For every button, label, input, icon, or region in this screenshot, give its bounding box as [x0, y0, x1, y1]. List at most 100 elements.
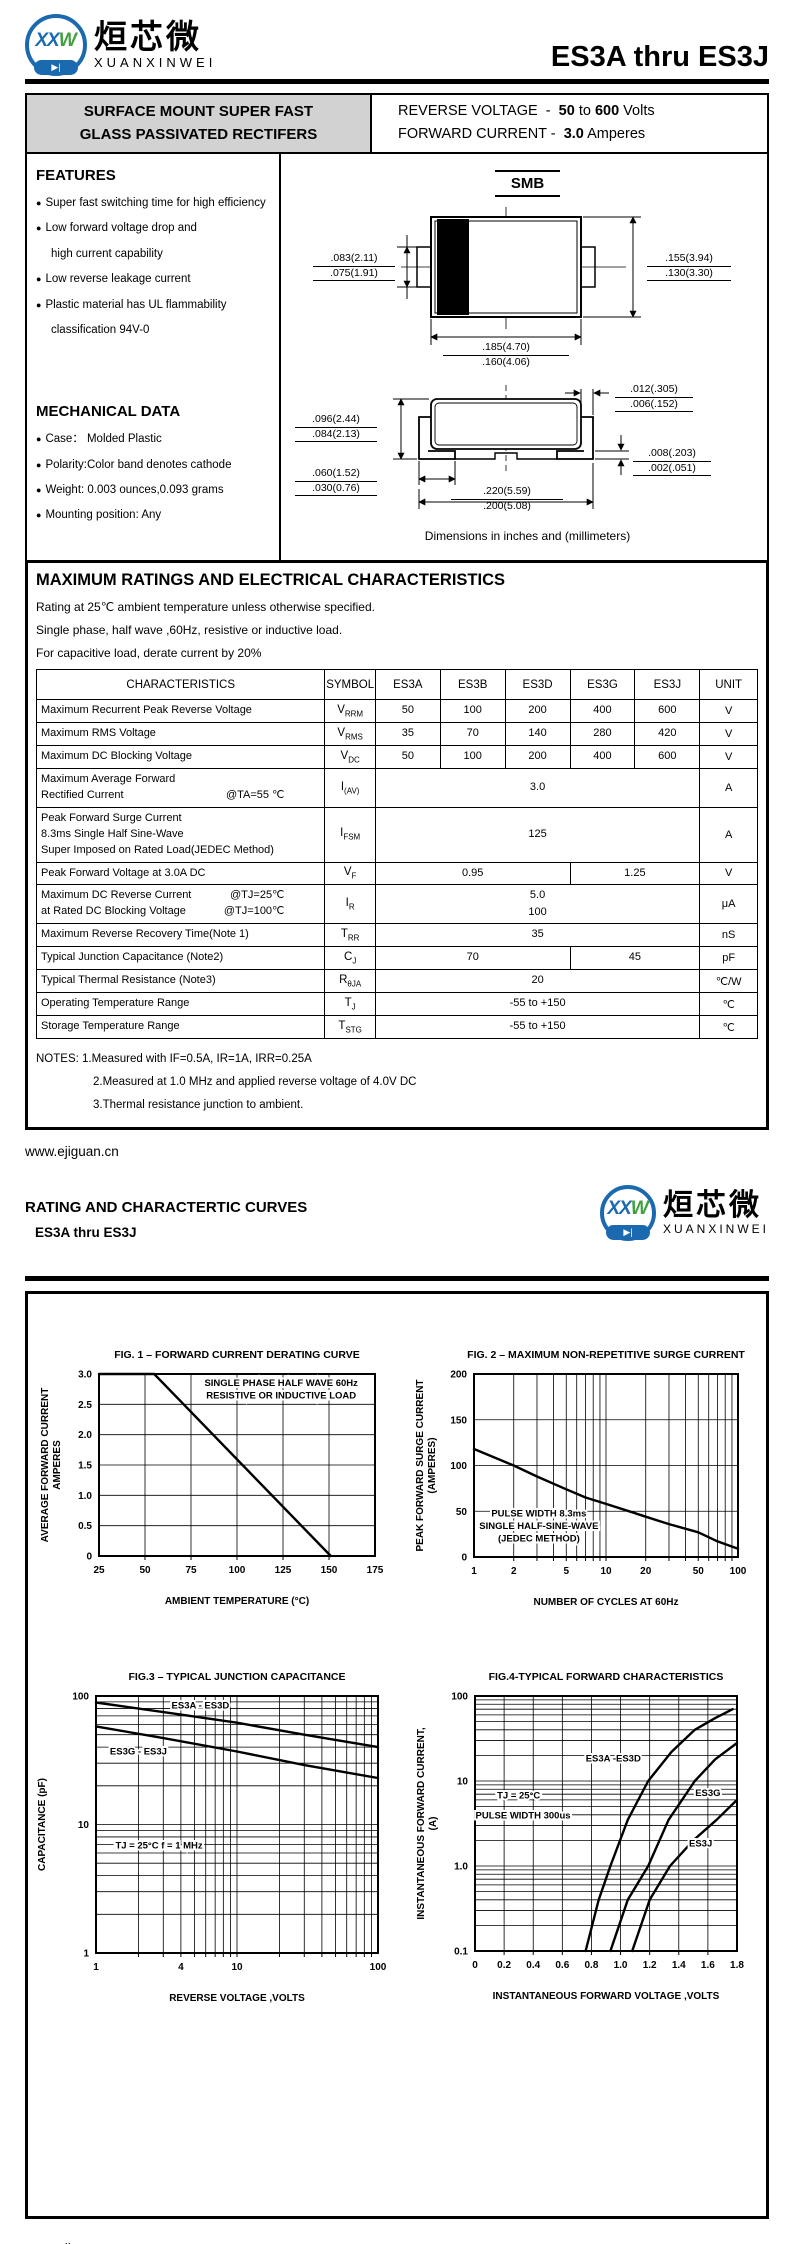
unit-cell: V	[699, 721, 758, 746]
row-symbol: VRMS	[324, 721, 376, 746]
svg-text:(AMPERES): (AMPERES)	[427, 1437, 438, 1493]
row-symbol: I(AV)	[324, 767, 376, 808]
svg-text:0.6: 0.6	[555, 1960, 569, 1971]
unit-cell: V	[699, 699, 758, 723]
brand-name-cn: 烜芯微	[662, 1188, 762, 1222]
table-row: Maximum DC Reverse Current @TJ=25℃ at Rate…	[35, 884, 758, 925]
smb-top-view-drawing	[397, 207, 641, 345]
value-cell: 50	[374, 744, 441, 769]
col-header: ES3G	[569, 669, 636, 700]
value-cell: 0.95	[374, 861, 571, 886]
list-item: ● Super fast switching time for high effi…	[36, 197, 266, 209]
smb-side-view-drawing	[393, 385, 629, 509]
svg-text:CAPACITANCE (pF): CAPACITANCE (pF)	[37, 1778, 48, 1871]
website-link[interactable]: www.ejiguan.cn	[25, 2241, 119, 2244]
table-row: Maximum RMS Voltage VRMS 35 70 140 280 420 V	[35, 721, 758, 746]
list-item: ● Plastic material has UL flammability	[36, 298, 227, 311]
svg-text:FIG. 2 – MAXIMUM NON-REPETITIV: FIG. 2 – MAXIMUM NON-REPETITIVE SURGE CU…	[467, 1349, 745, 1361]
product-type: SURFACE MOUNT SUPER FAST GLASS PASSIVATE…	[27, 95, 372, 152]
logo-xx-text: XX	[607, 1198, 631, 1219]
svg-text:1.5: 1.5	[78, 1461, 92, 1472]
svg-text:175: 175	[366, 1565, 383, 1576]
row-label: Storage Temperature Range	[35, 1015, 326, 1039]
brand-names: 烜芯微 XUANXINWEI	[94, 19, 217, 71]
svg-text:SINGLE PHASE HALF WAVE 60Hz: SINGLE PHASE HALF WAVE 60Hz	[204, 1378, 358, 1389]
svg-text:1.0: 1.0	[454, 1862, 468, 1873]
curves-heading: RATING AND CHARACTERTIC CURVES	[25, 1199, 308, 1216]
features-package-box: FEATURES ● Super fast switching time for …	[25, 154, 769, 560]
svg-text:TJ = 25°C: TJ = 25°C	[497, 1791, 540, 1802]
svg-text:1.8: 1.8	[730, 1960, 744, 1971]
svg-text:FIG.3 – TYPICAL JUNCTION CAPAC: FIG.3 – TYPICAL JUNCTION CAPACITANCE	[128, 1671, 345, 1683]
note-line: 2.Measured at 1.0 MHz and applied revers…	[93, 1076, 417, 1088]
list-item: ● Case： Molded Plastic	[36, 433, 162, 446]
svg-text:2: 2	[510, 1566, 516, 1577]
svg-text:4: 4	[178, 1962, 184, 1973]
svg-text:1: 1	[471, 1566, 477, 1577]
col-header: ES3J	[634, 669, 701, 700]
svg-text:2.5: 2.5	[78, 1400, 92, 1411]
svg-text:REVERSE VOLTAGE ,VOLTS: REVERSE VOLTAGE ,VOLTS	[169, 1993, 305, 2004]
fig3-svg: 1 4 10 100 1 10 100 ES3A - ES3D ES3G - ES3J TJ = …	[37, 1671, 387, 2004]
logo-w-text: W	[58, 30, 77, 51]
table-row: Maximum Average Forward Rectified Current…	[35, 767, 758, 808]
curves-header-rule	[25, 1276, 769, 1281]
row-label: Maximum RMS Voltage	[35, 721, 326, 746]
svg-text:0: 0	[472, 1960, 478, 1971]
svg-text:10: 10	[77, 1820, 89, 1831]
svg-text:1.4: 1.4	[671, 1960, 685, 1971]
row-label: Maximum DC Blocking Voltage	[35, 744, 326, 769]
header-rule	[25, 79, 769, 84]
fig4-svg: 0 0.2 0.4 0.6 0.8 1.0 1.2 1.4 1.6 1.8 0.1 1.0 10 100 E…	[416, 1671, 744, 2002]
value-cell: 280	[569, 721, 636, 746]
col-header: SYMBOL	[324, 669, 376, 700]
value-cell: 420	[634, 721, 701, 746]
dim-label-standoff: .008(.203) .002(.051)	[633, 447, 711, 477]
list-item: ● Mounting position: Any	[36, 509, 162, 522]
row-symbol: IR	[324, 884, 376, 925]
row-symbol: VRRM	[324, 699, 376, 723]
unit-cell: ℃	[699, 992, 758, 1017]
svg-text:50: 50	[692, 1566, 704, 1577]
svg-text:3.0: 3.0	[78, 1370, 92, 1381]
ratings-table: CHARACTERISTICS SYMBOL ES3A ES3B ES3D ES3G ES3…	[35, 669, 758, 1039]
row-symbol: VF	[324, 861, 376, 886]
svg-text:100: 100	[228, 1565, 245, 1576]
svg-text:(A): (A)	[428, 1817, 439, 1831]
ratings-heading: MAXIMUM RATINGS AND ELECTRICAL CHARACTER…	[36, 571, 506, 589]
col-header: ES3D	[504, 669, 571, 700]
table-row: Maximum Reverse Recovery Time(Note 1) TRR…	[35, 923, 758, 948]
value-cell: 140	[504, 721, 571, 746]
svg-text:1.0: 1.0	[78, 1491, 92, 1502]
table-row: Peak Forward Surge Current 8.3ms Single H…	[35, 806, 758, 863]
mechanical-heading: MECHANICAL DATA	[36, 403, 181, 421]
svg-text:100: 100	[729, 1566, 746, 1577]
unit-cell: pF	[699, 946, 758, 971]
svg-text:1.2: 1.2	[642, 1960, 656, 1971]
svg-text:PULSE WIDTH 300us: PULSE WIDTH 300us	[475, 1811, 570, 1822]
row-symbol: CJ	[324, 946, 376, 971]
svg-text:10: 10	[456, 1777, 468, 1788]
svg-text:75: 75	[185, 1565, 197, 1576]
svg-text:2.0: 2.0	[78, 1430, 92, 1441]
svg-text:ES3A - ES3D: ES3A - ES3D	[171, 1700, 229, 1711]
table-row: Operating Temperature Range TJ -55 to +150…	[35, 992, 758, 1017]
value-cell: 200	[504, 699, 571, 723]
svg-text:100: 100	[369, 1962, 386, 1973]
website-link[interactable]: www.ejiguan.cn	[25, 1144, 119, 1159]
dimensions-caption: Dimensions in inches and (millimeters)	[424, 529, 631, 543]
brand-logo-icon: XX W ▶|	[599, 1185, 656, 1241]
fig2-surge-current-chart: 1 2 5 10 20 50 100 0 50 100 150 200 PULSE WIDTH 8.3m…	[410, 1344, 754, 1624]
table-row: Typical Thermal Resistance (Note3) RθJA 20…	[35, 969, 758, 994]
value-cell: -55 to +150	[374, 992, 701, 1017]
brand-logo: XX W ▶| 烜芯微 XUANXINWEI	[25, 14, 216, 76]
condition-line: For capacitive load, derate current by 2…	[36, 646, 262, 660]
brand-name-en: XUANXINWEI	[94, 55, 217, 71]
value-cell: 1.25	[569, 861, 701, 886]
diode-symbol-icon: ▶|	[605, 1225, 650, 1240]
unit-cell: V	[699, 744, 758, 769]
value-cell: 35	[374, 923, 701, 948]
svg-text:0.1: 0.1	[454, 1947, 468, 1958]
value-cell: 400	[569, 699, 636, 723]
svg-text:INSTANTANEOUS FORWARD CURRENT,: INSTANTANEOUS FORWARD CURRENT,	[416, 1727, 427, 1919]
